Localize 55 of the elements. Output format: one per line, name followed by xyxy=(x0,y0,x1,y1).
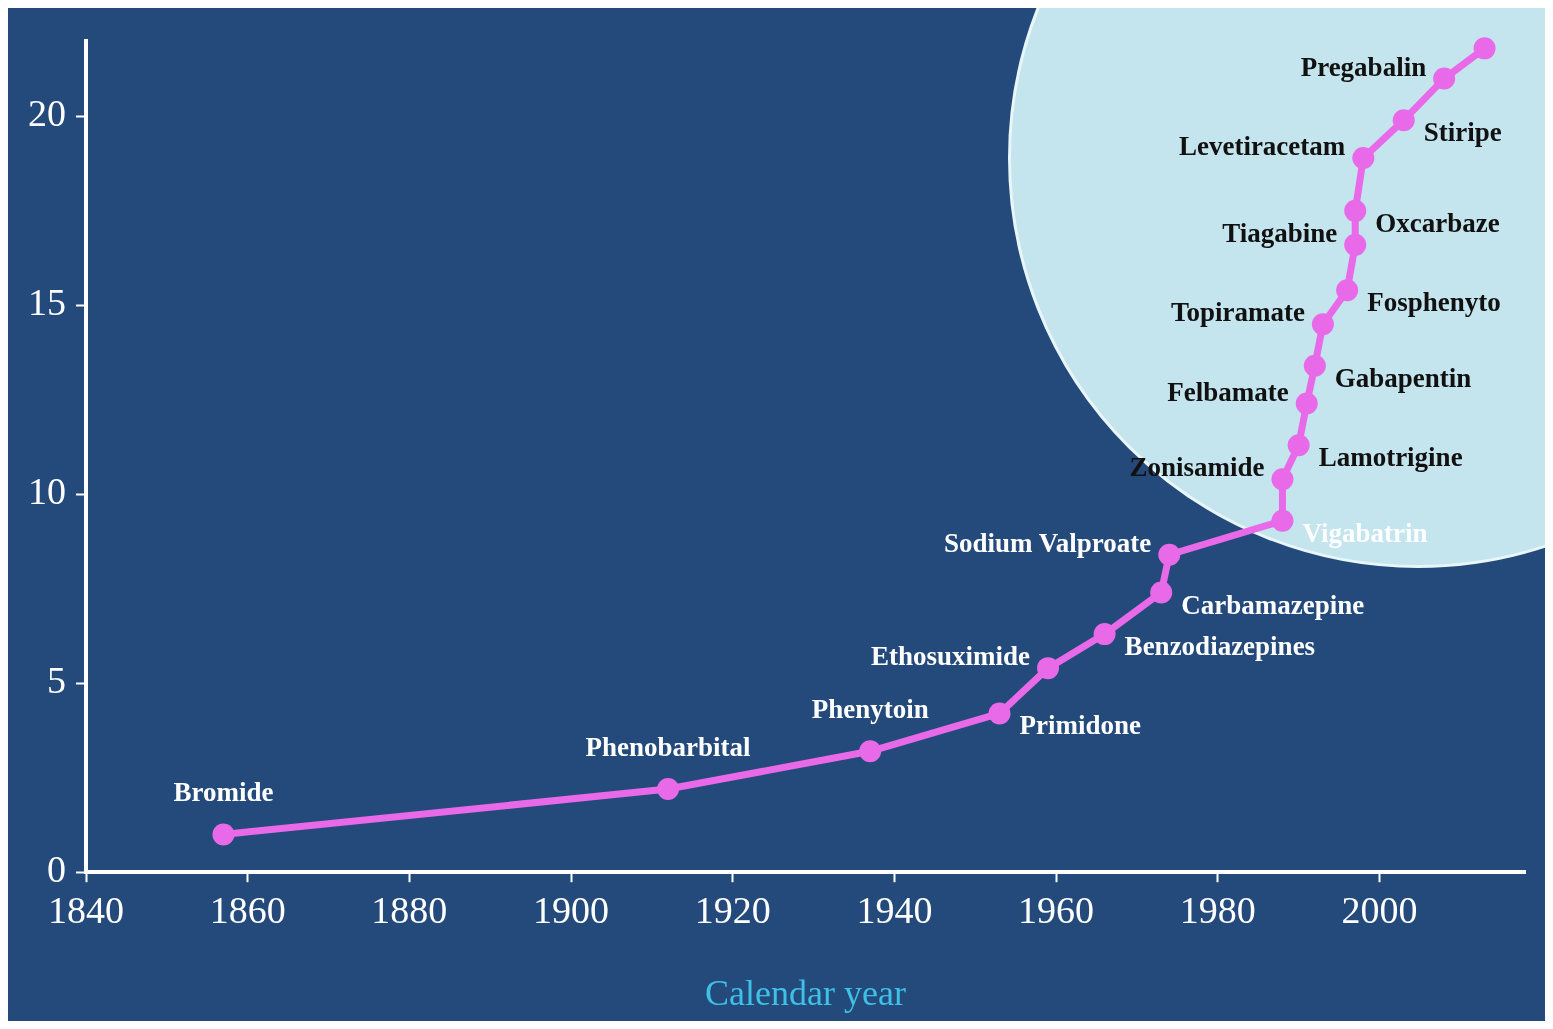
annotation: Tiagabine xyxy=(1222,217,1338,248)
point xyxy=(859,740,882,763)
point xyxy=(1158,543,1181,566)
point xyxy=(657,778,680,801)
annotation: Felbamate xyxy=(1167,376,1289,407)
x-tick-label: 2000 xyxy=(1341,888,1418,931)
point xyxy=(1271,509,1294,532)
point xyxy=(1295,392,1318,415)
annotation: Phenobarbital xyxy=(585,732,752,763)
annotation: Gabapentin xyxy=(1334,362,1472,393)
point xyxy=(1336,279,1359,302)
annotation: Carbamazepine xyxy=(1181,589,1365,620)
point xyxy=(1150,581,1173,604)
annotation: Vigabatrin xyxy=(1302,517,1428,548)
y-tick-label: 0 xyxy=(47,848,66,891)
annotation: Lamotrigine xyxy=(1318,442,1463,473)
x-tick-label: 1920 xyxy=(694,888,771,931)
point xyxy=(1287,434,1310,457)
annotation: Benzodiazepines xyxy=(1124,631,1316,662)
annotation: Fosphenyto xyxy=(1367,287,1501,318)
annotation: Primidone xyxy=(1019,710,1142,741)
x-tick-label: 1980 xyxy=(1179,888,1256,931)
x-tick-label: 1880 xyxy=(371,888,448,931)
x-tick-label: 1840 xyxy=(48,888,124,931)
x-tick-label: 1960 xyxy=(1018,888,1095,931)
point xyxy=(1093,623,1116,646)
point xyxy=(1303,354,1326,377)
point xyxy=(1271,468,1294,491)
annotation: Oxcarbaze xyxy=(1375,207,1500,238)
annotation: Ethosuximide xyxy=(870,641,1031,672)
annotation: Levetiracetam xyxy=(1178,130,1346,161)
point xyxy=(1473,37,1496,60)
x-axis-title: Calendar year xyxy=(705,972,906,1013)
annotation: Topiramate xyxy=(1170,297,1305,328)
x-tick-label: 1940 xyxy=(856,888,933,931)
annotation: Pregabalin xyxy=(1300,51,1427,82)
annotation: Bromide xyxy=(173,777,274,808)
point xyxy=(212,823,235,846)
x-tick-label: 1860 xyxy=(209,888,286,931)
point xyxy=(1344,233,1367,256)
x-tick-label: 1900 xyxy=(533,888,610,931)
y-tick-label: 15 xyxy=(28,281,66,324)
point xyxy=(988,702,1011,725)
point xyxy=(1037,657,1060,680)
point xyxy=(1392,109,1415,132)
point xyxy=(1344,199,1367,222)
y-tick-label: 20 xyxy=(28,92,66,135)
point xyxy=(1311,313,1334,336)
y-tick-label: 5 xyxy=(47,659,66,702)
point xyxy=(1433,67,1456,90)
point xyxy=(1352,146,1375,169)
annotation: Stiripe xyxy=(1423,117,1502,148)
annotation: Phenytoin xyxy=(811,694,929,725)
annotation: Sodium Valproate xyxy=(943,527,1152,558)
y-tick-label: 10 xyxy=(28,470,66,513)
